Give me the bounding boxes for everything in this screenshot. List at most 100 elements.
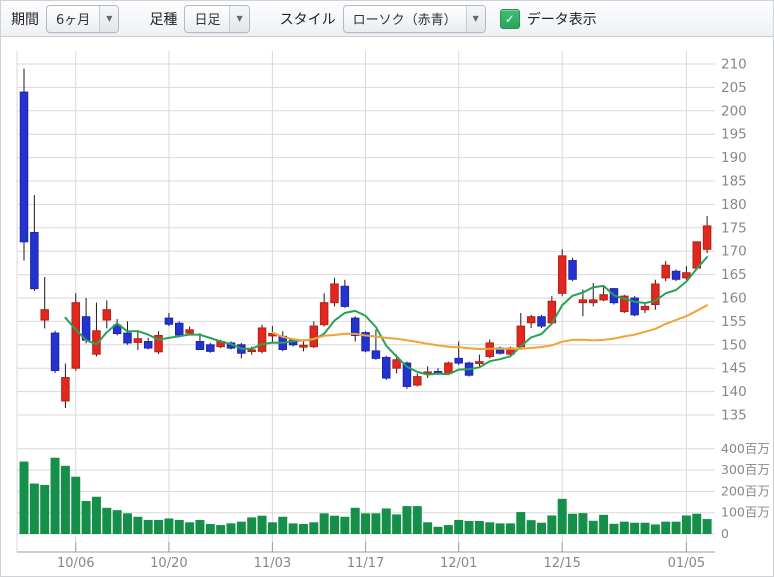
candle-up (526, 316, 536, 324)
candle-down (175, 322, 184, 336)
volume-bar (174, 519, 184, 534)
volume-bar (309, 522, 319, 534)
volume-bar (474, 521, 484, 534)
price-axis-label: 180 (721, 197, 747, 213)
candle-down (123, 332, 132, 344)
date-label: 10/06 (57, 556, 94, 571)
volume-bar (599, 514, 609, 534)
candle-down (206, 344, 215, 352)
candle-up (102, 309, 112, 321)
volume-bar (278, 516, 288, 534)
bar-type-dropdown[interactable]: 日足 ▼ (184, 4, 250, 33)
candle-down (361, 332, 370, 352)
chevron-down-icon: ▼ (229, 5, 249, 32)
candle-up (61, 377, 70, 402)
volume-bar (257, 515, 267, 534)
date-label: 12/01 (440, 556, 477, 571)
price-axis-label: 135 (721, 408, 747, 424)
candle-up (692, 241, 701, 269)
candle-down (382, 356, 391, 379)
chevron-down-icon: ▼ (99, 5, 119, 32)
candle-down (50, 332, 60, 372)
candle-up (319, 302, 329, 326)
price-axis-label: 170 (721, 244, 747, 260)
price-axis-label: 140 (721, 384, 747, 400)
volume-bar (154, 519, 164, 534)
volume-bar (640, 522, 650, 534)
candle-up (299, 344, 308, 348)
period-dropdown-value: 6ヶ月 (56, 12, 91, 28)
candle-up (702, 225, 712, 250)
volume-bar (568, 513, 578, 534)
volume-bar (319, 513, 329, 534)
volume-bar (433, 526, 443, 534)
volume-bar (671, 521, 681, 534)
volume-bar (650, 524, 660, 534)
candle-up (247, 349, 256, 353)
price-axis-label: 145 (721, 361, 747, 377)
volume-bar (588, 520, 598, 534)
volume-bar (50, 457, 60, 534)
candle-up (133, 338, 143, 343)
volume-bar (247, 517, 257, 534)
ma-short-line (64, 256, 709, 376)
volume-bar (298, 523, 308, 534)
volume-bar (692, 513, 702, 534)
toolbar: 期間 6ヶ月 ▼ 足種 日足 ▼ スタイル ローソク（赤青） ▼ ✓ データ表示 (1, 1, 773, 37)
candle-down (340, 285, 350, 307)
date-label: 01/05 (668, 556, 705, 571)
candle-down (537, 316, 546, 327)
date-label: 12/15 (543, 556, 580, 571)
candle-up (620, 295, 629, 313)
candle-down (402, 362, 412, 387)
period-dropdown[interactable]: 6ヶ月 ▼ (46, 4, 120, 33)
candle-down (19, 91, 29, 243)
volume-bar (81, 500, 91, 534)
period-label: 期間 (11, 11, 39, 28)
price-axis-label: 175 (721, 220, 747, 236)
price-axis-label: 185 (721, 174, 747, 190)
bar-type-label: 足種 (149, 11, 178, 28)
candle-down (164, 317, 174, 325)
volume-bar (681, 515, 691, 534)
date-label: 11/17 (347, 556, 384, 571)
candle-up (589, 299, 598, 304)
volume-bar (205, 523, 215, 534)
volume-bar (578, 513, 588, 534)
ma-long-line (271, 304, 709, 350)
candle-down (630, 297, 639, 316)
volume-bar (350, 507, 360, 534)
volume-bar (557, 498, 567, 534)
candle-up (413, 376, 422, 386)
candle-up (154, 334, 163, 353)
style-dropdown[interactable]: ローソク（赤青） ▼ (342, 4, 486, 33)
volume-bar (112, 510, 122, 534)
data-display-checkbox[interactable]: ✓ (499, 8, 520, 29)
volume-bar (226, 523, 236, 534)
volume-axis-label: 300百万 (721, 462, 770, 477)
volume-bar (123, 513, 132, 534)
volume-bar (464, 521, 474, 534)
candle-up (257, 327, 267, 352)
volume-bar (236, 521, 246, 534)
volume-bar (29, 483, 39, 534)
volume-bar (485, 522, 495, 534)
volume-bar (402, 506, 412, 534)
volume-bar (454, 519, 464, 534)
candle-up (392, 359, 401, 369)
volume-axis-label: 100百万 (721, 505, 770, 520)
candle-up (578, 299, 588, 304)
candle-down (30, 231, 39, 290)
candle-up (444, 362, 453, 374)
volume-bar (267, 522, 277, 534)
volume-bar (185, 522, 195, 534)
volume-bar (495, 523, 505, 534)
volume-bar (340, 516, 350, 534)
volume-bar (392, 514, 402, 534)
volume-bar (40, 485, 50, 534)
price-axis-label: 150 (721, 337, 747, 353)
candle-up (599, 294, 608, 301)
volume-bar (330, 515, 339, 534)
data-display-label: データ表示 (526, 11, 597, 28)
volume-bar (630, 522, 640, 534)
